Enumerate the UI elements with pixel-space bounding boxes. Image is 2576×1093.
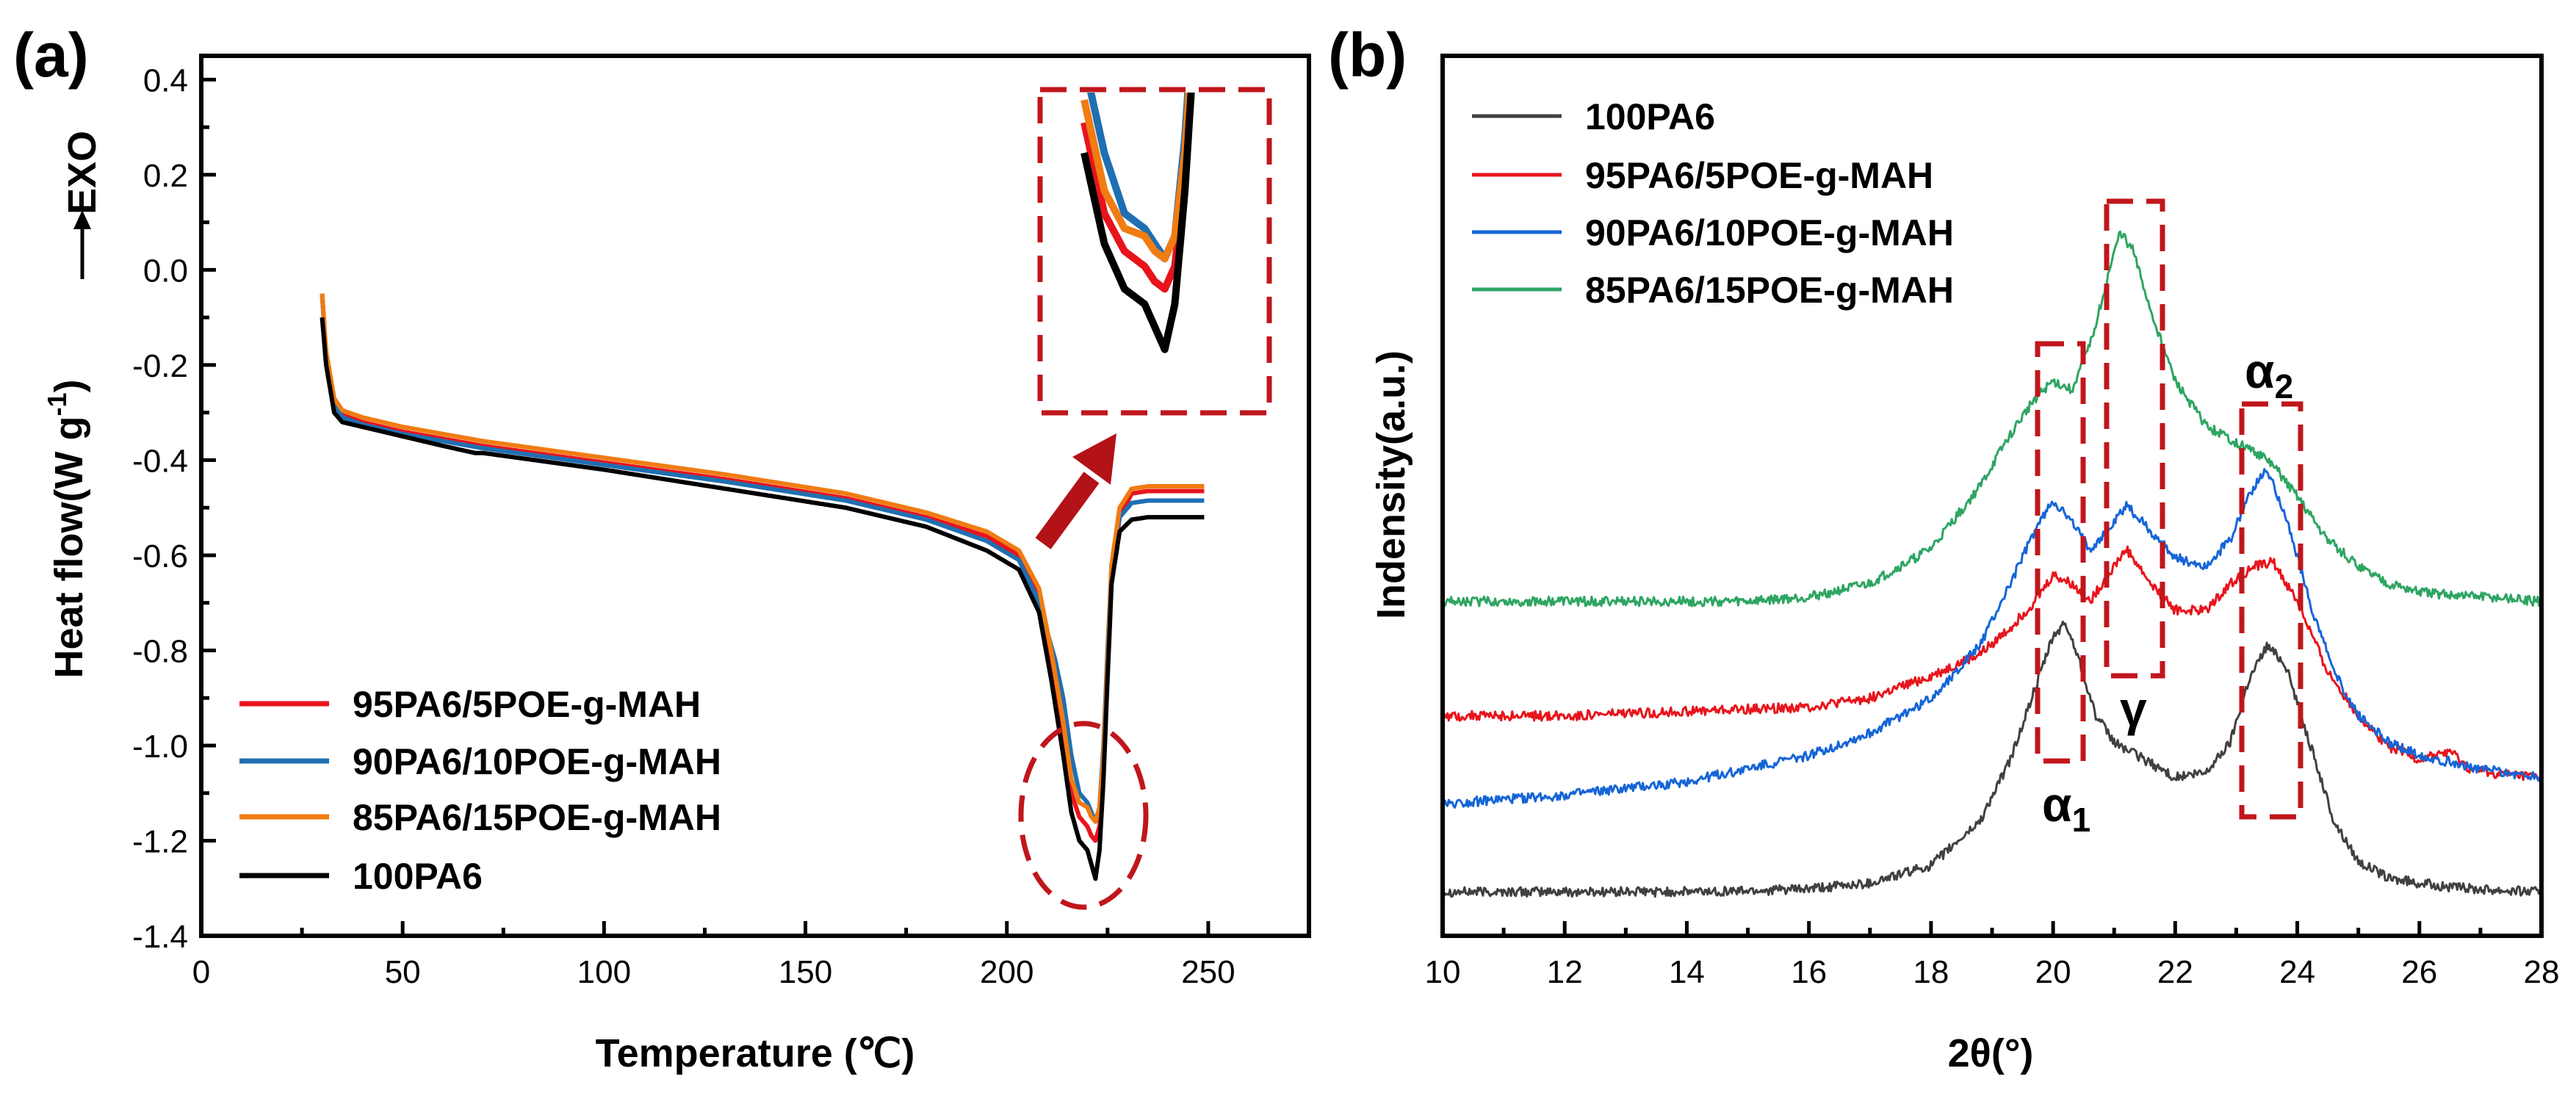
gamma-region-box bbox=[2104, 198, 2165, 679]
x-tick-label: 22 bbox=[2157, 954, 2193, 990]
zoom-inset-curves bbox=[1080, 93, 1195, 353]
zoom-arrow-icon bbox=[1035, 433, 1116, 549]
y-tick-label: 0.2 bbox=[143, 158, 188, 194]
inset-line-2 bbox=[1080, 93, 1193, 263]
x-tick-label: 150 bbox=[779, 954, 832, 990]
y-tick-label: -1.2 bbox=[132, 823, 188, 859]
y-tick-label: -0.2 bbox=[132, 348, 188, 384]
panel-a-x-axis-title: Temperature (℃) bbox=[596, 1031, 915, 1075]
x-tick-label: 250 bbox=[1181, 954, 1235, 990]
inset-line-0 bbox=[1080, 93, 1194, 293]
exo-label: EXO bbox=[60, 131, 104, 214]
y-title-close: ) bbox=[47, 380, 91, 393]
series-line-2 bbox=[1442, 468, 2543, 809]
panel-a-plot-frame bbox=[199, 54, 1311, 938]
series-line-3 bbox=[1441, 230, 2543, 607]
x-tick-label: 10 bbox=[1425, 954, 1461, 990]
series-line-0 bbox=[1441, 620, 2542, 898]
series-line-2 bbox=[320, 293, 1206, 824]
panel-b-y-axis-title: Indensity(a.u.) bbox=[1369, 350, 1413, 619]
legend-label: 95PA6/5POE-g-MAH bbox=[353, 684, 701, 725]
series-line-1 bbox=[1441, 545, 2543, 782]
legend-item: 90PA6/10POE-g-MAH bbox=[239, 741, 721, 782]
inset-clip-group bbox=[1080, 93, 1195, 353]
panel-a-label: (a) bbox=[13, 21, 89, 90]
y-title-sup: -1 bbox=[42, 393, 72, 416]
series-line-3 bbox=[320, 317, 1206, 881]
legend-item: 95PA6/5POE-g-MAH bbox=[239, 684, 701, 725]
legend-item: 95PA6/5POE-g-MAH bbox=[1472, 155, 1933, 196]
legend-item: 85PA6/15POE-g-MAH bbox=[1472, 270, 1954, 311]
alpha1-region-box bbox=[2035, 341, 2086, 764]
series-line-1 bbox=[320, 293, 1206, 824]
alpha1-annotation: α1 bbox=[2042, 777, 2090, 839]
x-tick-label: 28 bbox=[2524, 954, 2560, 990]
legend-item: 90PA6/10POE-g-MAH bbox=[1472, 212, 1954, 253]
panel-a-dsc-chart: (a) 0 50 100 150 200 250 0.4 0.2 0.0 -0.2 -0.4 -0.6… bbox=[13, 21, 1311, 1075]
inset-line-3 bbox=[1080, 93, 1195, 353]
panel-b-label: (b) bbox=[1328, 21, 1407, 90]
y-tick-label: 0.0 bbox=[143, 253, 188, 289]
alpha2-region-box bbox=[2239, 401, 2303, 820]
x-tick-label: 26 bbox=[2401, 954, 2437, 990]
x-tick-label: 20 bbox=[2035, 954, 2071, 990]
panel-a-series bbox=[320, 293, 1206, 881]
panel-b-ticks: 10 12 14 16 18 20 22 24 26 28 bbox=[1425, 921, 2560, 990]
y-title-main: Heat flow(W g bbox=[47, 416, 91, 679]
panel-a-y-axis-title: Heat flow(W g-1) bbox=[42, 380, 91, 679]
x-tick-label: 100 bbox=[577, 954, 631, 990]
panel-b-xrd-chart: (b) 10 12 14 16 18 20 22 24 26 28 2θ(°) Indensity… bbox=[1328, 21, 2559, 1075]
legend-item: 100PA6 bbox=[1472, 96, 1715, 137]
y-tick-label: -0.8 bbox=[132, 633, 188, 669]
x-tick-label: 14 bbox=[1669, 954, 1705, 990]
y-tick-label: 0.4 bbox=[143, 62, 188, 98]
y-tick-label: -1.4 bbox=[132, 919, 188, 955]
inset-line-1 bbox=[1087, 93, 1192, 263]
legend-label: 90PA6/10POE-g-MAH bbox=[1585, 212, 1954, 253]
legend-label: 85PA6/15POE-g-MAH bbox=[1585, 270, 1954, 311]
gamma-annotation: γ bbox=[2120, 682, 2147, 736]
x-tick-label: 200 bbox=[980, 954, 1033, 990]
panel-b-series bbox=[1441, 230, 2543, 898]
legend-label: 100PA6 bbox=[1585, 96, 1715, 137]
y-tick-label: -0.4 bbox=[132, 443, 188, 479]
legend-label: 85PA6/15POE-g-MAH bbox=[353, 797, 721, 838]
legend-label: 90PA6/10POE-g-MAH bbox=[353, 741, 721, 782]
panel-a-legend: 95PA6/5POE-g-MAH 90PA6/10POE-g-MAH 85PA6… bbox=[239, 684, 721, 897]
x-tick-label: 16 bbox=[1791, 954, 1827, 990]
peak-highlight-ellipse bbox=[1018, 721, 1149, 910]
x-tick-label: 12 bbox=[1547, 954, 1583, 990]
x-tick-label: 0 bbox=[192, 954, 210, 990]
x-tick-label: 50 bbox=[385, 954, 421, 990]
y-tick-label: -0.6 bbox=[132, 538, 188, 574]
legend-item: 85PA6/15POE-g-MAH bbox=[239, 797, 721, 838]
legend-label: 100PA6 bbox=[353, 856, 483, 897]
panel-b-plot-frame bbox=[1440, 54, 2544, 938]
svg-text:Heat flow(W g-1): Heat flow(W g-1) bbox=[42, 380, 91, 679]
legend-item: 100PA6 bbox=[239, 856, 483, 897]
y-tick-label: -1.0 bbox=[132, 729, 188, 765]
panel-a-ticks: 0 50 100 150 200 250 0.4 0.2 0.0 -0.2 -0.4 -0.6 -0.8… bbox=[132, 62, 1235, 990]
panel-b-legend: 100PA6 95PA6/5POE-g-MAH 90PA6/10POE-g-MA… bbox=[1472, 96, 1954, 311]
alpha2-annotation: α2 bbox=[2245, 344, 2293, 405]
x-tick-label: 18 bbox=[1913, 954, 1949, 990]
legend-label: 95PA6/5POE-g-MAH bbox=[1585, 155, 1933, 196]
panel-b-x-axis-title: 2θ(°) bbox=[1948, 1031, 2034, 1075]
x-tick-label: 24 bbox=[2279, 954, 2315, 990]
exo-arrow: EXO bbox=[60, 131, 104, 279]
